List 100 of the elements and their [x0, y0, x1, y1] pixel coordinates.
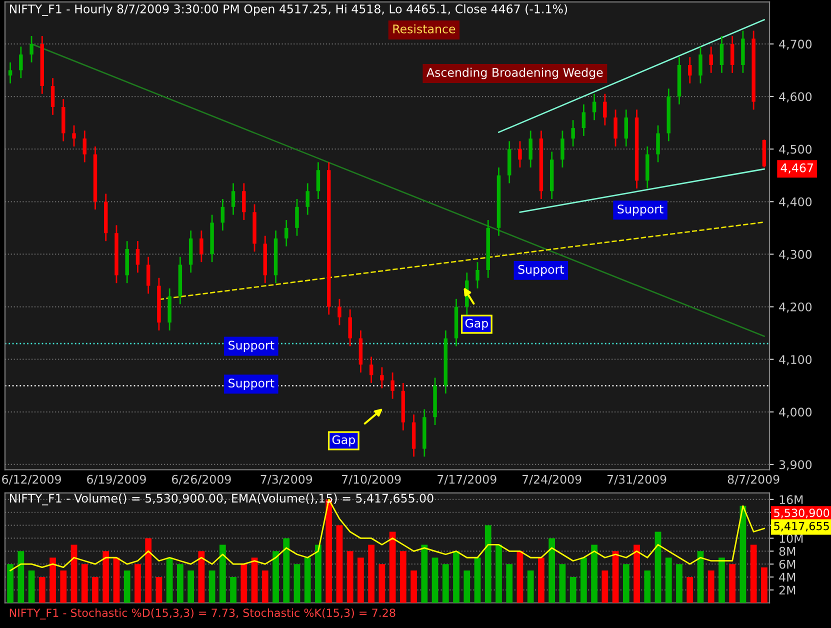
- candlestick: [624, 108, 628, 148]
- candlestick: [8, 62, 12, 84]
- candlestick: [316, 162, 320, 200]
- candlestick: [306, 182, 310, 216]
- x-tick-label: 7/17/2009: [438, 474, 496, 485]
- annotation: Support: [518, 264, 564, 276]
- bar: [622, 564, 630, 603]
- candlestick: [146, 256, 150, 294]
- bar: [18, 551, 24, 603]
- candlestick: [560, 130, 564, 168]
- bar: [177, 564, 184, 603]
- bar: [496, 544, 502, 603]
- annotation: Ascending Broadening Wedge: [426, 68, 603, 80]
- bar: [602, 570, 608, 603]
- y-tick-label: 4,200: [779, 302, 812, 313]
- bar: [676, 564, 682, 603]
- candlestick: [295, 198, 299, 237]
- bar: [304, 558, 311, 603]
- bar: [166, 558, 173, 603]
- y-tick-label: 8M: [779, 546, 796, 556]
- candlestick: [72, 124, 76, 148]
- x-tick-label: 7/3/2009: [260, 474, 312, 485]
- bar: [230, 577, 236, 603]
- text: 5,417,655: [774, 522, 829, 532]
- y-tick-label: 4,700: [779, 40, 812, 50]
- candlestick: [284, 219, 288, 248]
- bar: [28, 570, 35, 603]
- bar: [421, 544, 428, 603]
- bar: [50, 558, 56, 603]
- bar: [315, 544, 322, 603]
- candlestick: [571, 119, 575, 148]
- text: 5,530,900: [774, 508, 830, 518]
- candlestick: [338, 298, 342, 326]
- bar: [506, 564, 513, 603]
- bar: [156, 577, 162, 603]
- x-tick-label: 7/31/2009: [607, 474, 666, 485]
- bar: [378, 564, 386, 603]
- candlestick: [614, 108, 618, 148]
- candlestick: [30, 35, 34, 64]
- candlestick: [380, 366, 384, 389]
- bar: [644, 570, 651, 603]
- x-tick-label: 6/12/2009: [2, 474, 61, 485]
- bar: [591, 544, 598, 603]
- bar: [389, 532, 396, 603]
- x-tick-label: 6/19/2009: [87, 474, 146, 485]
- candlestick: [720, 35, 724, 74]
- candlestick: [518, 140, 522, 168]
- candlestick: [242, 182, 246, 221]
- bar: [410, 570, 417, 603]
- candlestick: [390, 372, 394, 400]
- bar: [134, 564, 141, 603]
- x-tick-label: 6/26/2009: [172, 474, 231, 485]
- bar: [358, 558, 364, 603]
- y-tick-label: 16M: [780, 495, 803, 504]
- bar: [294, 564, 300, 603]
- bar: [60, 570, 67, 603]
- bar: [634, 544, 640, 603]
- candlestick: [582, 104, 586, 137]
- bar: [208, 570, 216, 603]
- bar: [400, 551, 406, 603]
- y-tick-label: 2M: [779, 586, 796, 594]
- x-tick-label: 7/24/2009: [522, 474, 582, 485]
- candlestick: [656, 124, 660, 163]
- bar: [346, 551, 354, 603]
- candlestick: [688, 56, 692, 84]
- y-tick-label: 4M: [779, 572, 796, 582]
- bar: [102, 551, 110, 603]
- candlestick: [603, 93, 607, 126]
- y-tick-label: 4,600: [779, 92, 812, 102]
- annotation: Gap: [465, 318, 488, 330]
- bar: [516, 551, 524, 603]
- y-tick-label: 4,100: [779, 355, 812, 366]
- candlestick: [730, 35, 734, 74]
- candlestick: [709, 46, 713, 74]
- bar: [81, 564, 88, 603]
- candlestick: [82, 130, 86, 163]
- x-tick-label: 8/7/2009: [728, 474, 780, 485]
- candlestick: [231, 182, 236, 216]
- bar: [251, 558, 258, 603]
- bar: [612, 551, 619, 603]
- bar: [262, 570, 268, 603]
- chart-title: NIFTY_F1 - Hourly 8/7/2009 3:30:00 PM Open 4517.25, Hi 4518, Lo 4465.1, Close 4467 (-1.1%): [10, 4, 568, 16]
- bar: [219, 544, 226, 603]
- bar: [336, 525, 343, 603]
- bar: [124, 570, 130, 603]
- bar: [750, 544, 757, 603]
- candlestick: [220, 198, 225, 232]
- candlestick: [136, 240, 140, 274]
- candlestick: [528, 130, 532, 168]
- bar: [697, 551, 704, 603]
- y-tick-label: 6M: [779, 560, 796, 569]
- candlestick: [476, 261, 480, 290]
- bar: [145, 538, 152, 603]
- bar: [538, 558, 544, 603]
- y-tick-label: 4,500: [779, 144, 812, 155]
- y-tick-label: 4,400: [779, 197, 812, 208]
- bar: [198, 551, 205, 603]
- bar: [729, 564, 736, 603]
- text: 4,467: [780, 163, 813, 174]
- bar: [527, 570, 534, 603]
